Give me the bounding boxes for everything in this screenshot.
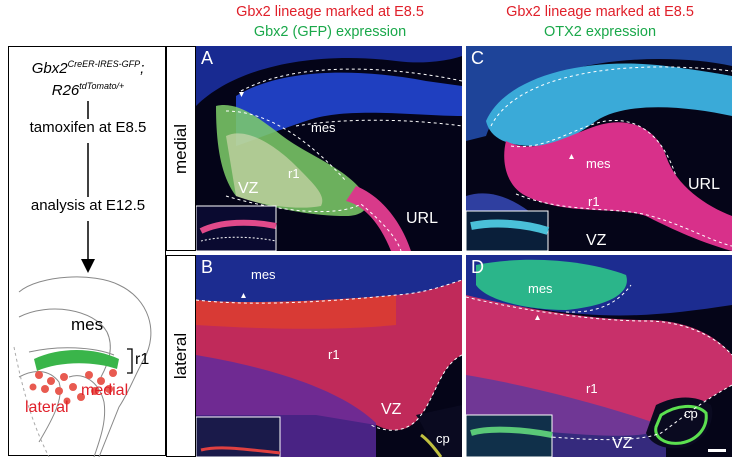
panel-d-label-cp: cp <box>684 406 698 421</box>
panel-d-label-vz: VZ <box>612 435 633 452</box>
panel-a-label-vz: VZ <box>238 180 259 197</box>
panel-c-image <box>466 46 732 251</box>
panel-b-label-vz: VZ <box>381 401 402 418</box>
header-1-line1: Gbx2 lineage marked at E8.5 <box>236 4 424 20</box>
column-header-1: Gbx2 lineage marked at E8.5 Gbx2 (GFP) e… <box>195 2 465 42</box>
panel-a-label-url: URL <box>406 210 439 227</box>
panel-d-label-mes: mes <box>528 281 553 296</box>
panel-d-label-r1: r1 <box>586 381 598 396</box>
schematic-medial-label: medial <box>81 382 129 399</box>
header-1-line2: Gbx2 (GFP) expression <box>253 24 407 40</box>
panel-c-label-mes: mes <box>586 156 611 171</box>
panel-d: D mes r1 VZ cp <box>466 255 732 457</box>
panel-b-image <box>196 255 462 457</box>
panel-c-letter: C <box>471 48 484 68</box>
row-label-lateral: lateral <box>166 255 196 457</box>
panel-a: A mes r1 VZ URL <box>196 46 462 251</box>
schematic-r1-label: r1 <box>135 351 150 368</box>
genotype-line1: Gbx2CreER-IRES-GFP; <box>31 59 145 77</box>
panel-c-label-r1: r1 <box>588 194 600 209</box>
step-analysis: analysis at E12.5 <box>30 197 146 214</box>
panel-a-letter: A <box>201 48 214 68</box>
panel-d-image <box>466 255 732 457</box>
step-tamoxifen: tamoxifen at E8.5 <box>29 119 147 136</box>
panel-a-image <box>196 46 462 251</box>
schematic-drawing <box>13 101 152 457</box>
genotype-line2: R26tdTomato/+ <box>51 81 125 99</box>
panel-c-label-vz: VZ <box>586 232 607 249</box>
panel-b: B mes r1 VZ cp <box>196 255 462 457</box>
column-header-2: Gbx2 lineage marked at E8.5 OTX2 express… <box>465 2 735 42</box>
panel-b-label-cp: cp <box>436 431 450 446</box>
panel-b-letter: B <box>201 257 214 277</box>
panel-d-letter: D <box>471 257 484 277</box>
panel-a-label-mes: mes <box>311 120 336 135</box>
schematic-lateral-label: lateral <box>25 399 69 416</box>
header-2-line2: OTX2 expression <box>543 24 657 40</box>
row-label-medial: medial <box>166 46 196 251</box>
header-2-line1: Gbx2 lineage marked at E8.5 <box>506 4 694 20</box>
panel-b-label-r1: r1 <box>328 347 340 362</box>
panel-b-label-mes: mes <box>251 267 276 282</box>
panel-a-label-r1: r1 <box>288 166 300 181</box>
schematic-mes-label: mes <box>71 315 104 334</box>
panel-c-label-url: URL <box>688 176 721 193</box>
panel-c: C mes r1 URL VZ <box>466 46 732 251</box>
schematic-panel: Gbx2CreER-IRES-GFP; R26tdTomato/+ tamoxi… <box>8 46 166 457</box>
